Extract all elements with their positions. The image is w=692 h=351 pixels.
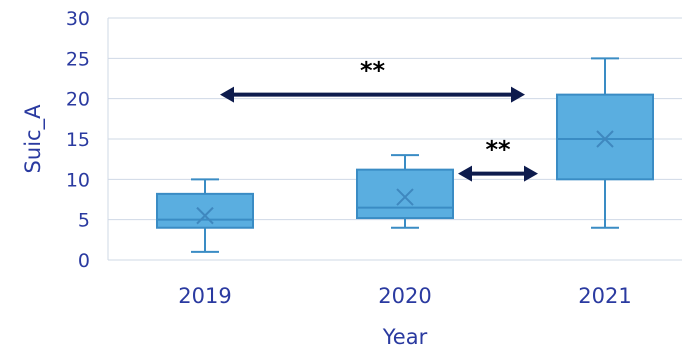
x-axis-title: Year xyxy=(382,325,428,349)
x-tick-label-2021: 2021 xyxy=(578,284,631,308)
box-2021 xyxy=(556,57,654,229)
mean-marker-b-2021 xyxy=(596,130,614,148)
y-tick-label-25: 25 xyxy=(66,48,90,70)
significance-2019-2021: ** xyxy=(220,57,525,103)
arrow-head-right-0 xyxy=(511,86,525,103)
significance-2020-2021: ** xyxy=(458,136,538,182)
y-axis-title: Suic_A xyxy=(21,104,46,174)
x-tick-label-2019: 2019 xyxy=(178,284,231,308)
arrow-head-right-1 xyxy=(524,165,538,182)
box-iqr-2019 xyxy=(156,192,254,229)
box-2020 xyxy=(356,154,454,229)
box-2019 xyxy=(156,178,254,253)
y-tick-label-20: 20 xyxy=(66,89,90,111)
significance-arrows: ** ** xyxy=(220,57,538,182)
mean-marker-b-2019 xyxy=(196,206,214,225)
box-iqr-2021 xyxy=(556,93,654,181)
tick-labels: 0 5 10 15 20 25 30 2019 2020 2021 xyxy=(66,8,632,308)
y-tick-label-0: 0 xyxy=(78,250,90,272)
y-tick-label-15: 15 xyxy=(66,129,90,151)
y-tick-label-10: 10 xyxy=(66,169,90,191)
arrow-head-left-1 xyxy=(458,165,472,182)
boxes xyxy=(156,57,654,253)
significance-label-0: ** xyxy=(360,57,386,85)
significance-label-1: ** xyxy=(485,136,511,164)
arrow-head-left-0 xyxy=(220,86,234,103)
mean-marker-b-2020 xyxy=(396,188,414,206)
y-tick-label-5: 5 xyxy=(78,210,90,232)
box-iqr-2020 xyxy=(356,168,454,220)
x-tick-label-2020: 2020 xyxy=(378,284,431,308)
y-tick-label-30: 30 xyxy=(66,8,90,30)
